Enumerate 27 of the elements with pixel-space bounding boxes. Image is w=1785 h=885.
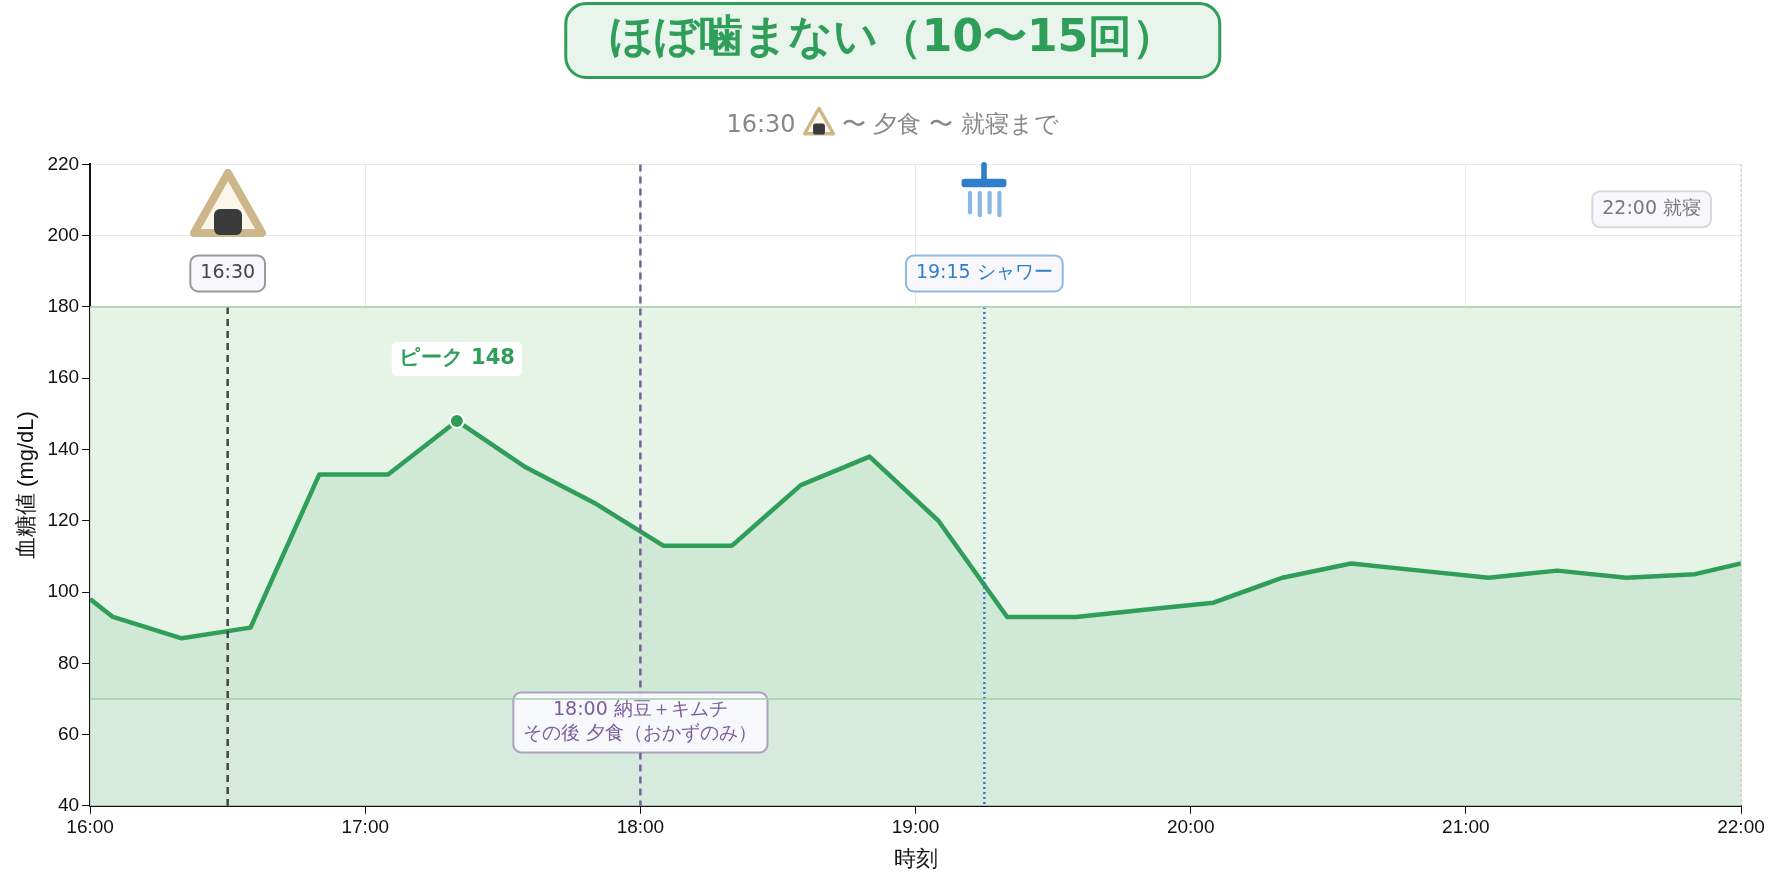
x-tick-label: 19:00 — [891, 816, 940, 838]
x-tick-label: 21:00 — [1442, 816, 1490, 838]
chart-title: ほぼ噛まない（10〜15回） — [563, 2, 1222, 79]
y-tick-label: 140 — [47, 437, 80, 459]
x-tick-label: 16:00 — [66, 816, 114, 838]
ref-line-label: 18:00 納豆＋キムチ — [553, 697, 728, 720]
annotation: ピーク 148 — [398, 345, 515, 370]
x-axis-title: 時刻 — [893, 845, 938, 871]
y-tick-label: 100 — [47, 580, 80, 602]
y-tick-label: 220 — [47, 152, 80, 174]
text: 16:30 〜 夕食 〜 就寝まで — [726, 110, 1059, 138]
y-tick-label: 160 — [47, 366, 80, 388]
ref-line-label: 19:15 シャワー — [915, 260, 1053, 283]
x-tick-label: 22:00 — [1717, 816, 1765, 838]
y-tick-label: 80 — [57, 651, 80, 673]
x-tick-label: 20:00 — [1166, 816, 1215, 838]
ref-line-label: 16:30 — [200, 260, 256, 283]
annotation: その後 夕食（おかずのみ） — [523, 721, 758, 744]
ref-line-label: 22:00 就寝 — [1602, 196, 1701, 219]
y-axis-title: 血糖値 (mg/dL) — [13, 411, 39, 560]
y-tick-label: 180 — [47, 295, 80, 317]
x-tick-label: 17:00 — [341, 816, 390, 838]
y-tick-label: 60 — [57, 722, 80, 744]
x-tick-label: 18:00 — [616, 816, 665, 838]
y-tick-label: 40 — [57, 794, 80, 816]
y-tick-label: 200 — [47, 223, 80, 245]
y-tick-label: 120 — [47, 508, 80, 530]
